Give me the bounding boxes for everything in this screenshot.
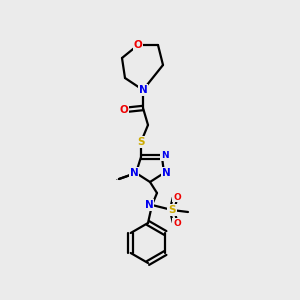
- Text: O: O: [173, 218, 181, 227]
- Text: O: O: [120, 105, 128, 115]
- Text: S: S: [137, 137, 145, 147]
- Text: N: N: [161, 152, 169, 160]
- Text: N: N: [130, 168, 138, 178]
- Text: N: N: [145, 200, 153, 210]
- Text: methyl: methyl: [116, 179, 121, 180]
- Text: O: O: [173, 193, 181, 202]
- Text: O: O: [134, 40, 142, 50]
- Text: S: S: [168, 205, 176, 215]
- Text: N: N: [139, 85, 147, 95]
- Text: N: N: [162, 168, 170, 178]
